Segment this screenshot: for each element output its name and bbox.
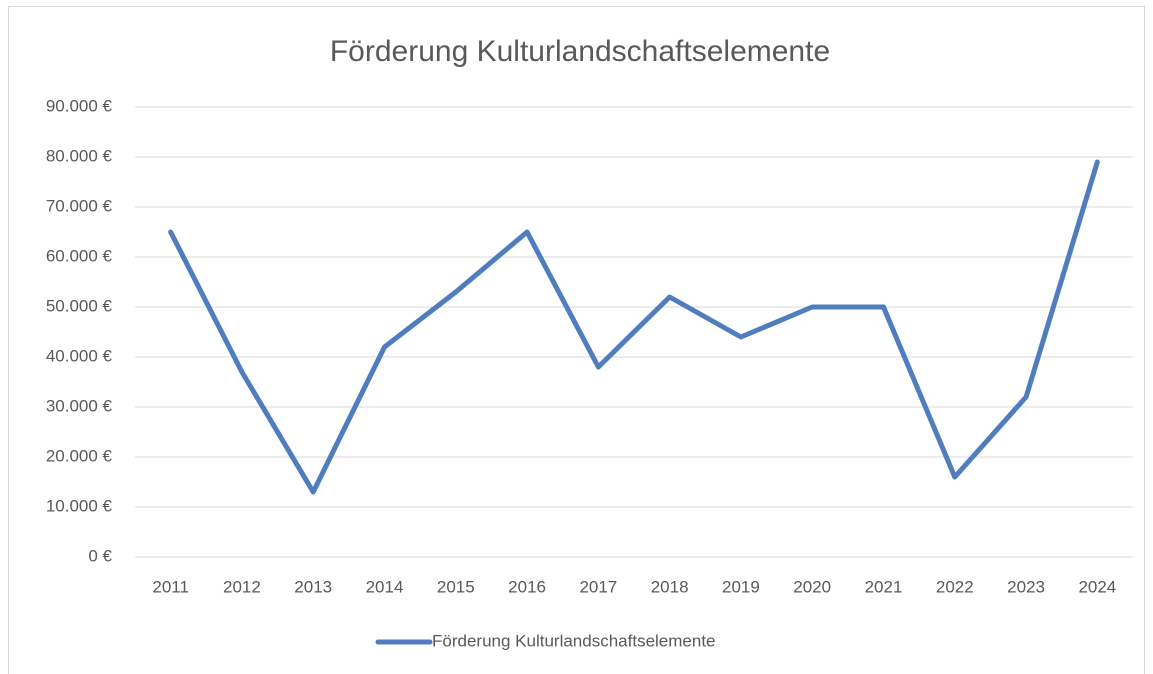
x-tick-label: 2021 [865,577,903,596]
y-tick-label: 30.000 € [46,396,113,415]
x-tick-label: 2020 [793,577,831,596]
y-tick-label: 90.000 € [46,96,113,115]
x-tick-label: 2024 [1078,577,1116,596]
chart-title: Förderung Kulturlandschaftselemente [330,35,830,68]
y-tick-label: 60.000 € [46,246,113,265]
y-tick-label: 10.000 € [46,496,113,515]
y-tick-label: 70.000 € [46,196,113,215]
chart-border [8,6,1145,674]
x-tick-label: 2017 [579,577,617,596]
data-line [168,159,1100,495]
x-tick-label: 2019 [722,577,760,596]
y-tick-label: 40.000 € [46,346,113,365]
x-tick-label: 2018 [651,577,689,596]
x-tick-label: 2014 [366,577,404,596]
y-tick-label: 0 € [88,546,112,565]
y-tick-label: 20.000 € [46,446,113,465]
x-tick-label: 2016 [508,577,546,596]
y-tick-label: 80.000 € [46,146,113,165]
x-tick-label: 2022 [936,577,974,596]
y-tick-label: 50.000 € [46,296,113,315]
x-tick-label: 2013 [294,577,332,596]
x-tick-label: 2023 [1007,577,1045,596]
x-tick-label: 2011 [152,577,189,596]
x-tick-label: 2015 [437,577,475,596]
legend-label: Förderung Kulturlandschaftselemente [432,631,716,650]
x-tick-label: 2012 [223,577,261,596]
